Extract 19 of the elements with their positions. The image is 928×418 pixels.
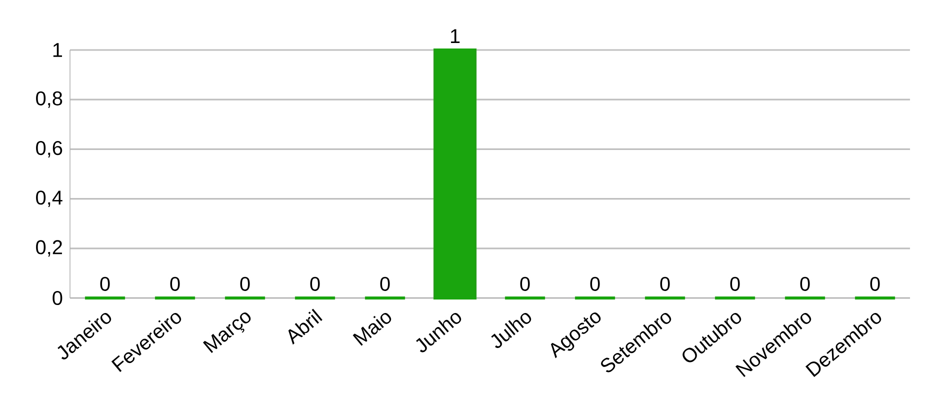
- y-tick-label: 0,2: [36, 240, 62, 257]
- y-tick-label: 0,6: [36, 140, 62, 158]
- data-label: 0: [100, 276, 110, 291]
- data-label: 0: [310, 276, 320, 291]
- data-label: 0: [870, 276, 880, 291]
- data-label: 0: [660, 276, 670, 291]
- data-label: 0: [520, 276, 530, 291]
- data-label: 0: [730, 276, 740, 291]
- x-tick-label: Maio: [352, 313, 392, 346]
- data-label: 0: [170, 276, 180, 291]
- y-tick-label: 0,8: [36, 91, 62, 108]
- y-tick-label: 0: [52, 290, 62, 306]
- y-tick-label: 1: [53, 43, 62, 57]
- data-label: 0: [590, 276, 600, 291]
- y-tick-label: 0,4: [36, 190, 62, 208]
- data-label: 0: [240, 276, 250, 291]
- data-label: 0: [380, 276, 390, 291]
- data-label: 1: [450, 29, 460, 43]
- data-label: 0: [800, 276, 810, 291]
